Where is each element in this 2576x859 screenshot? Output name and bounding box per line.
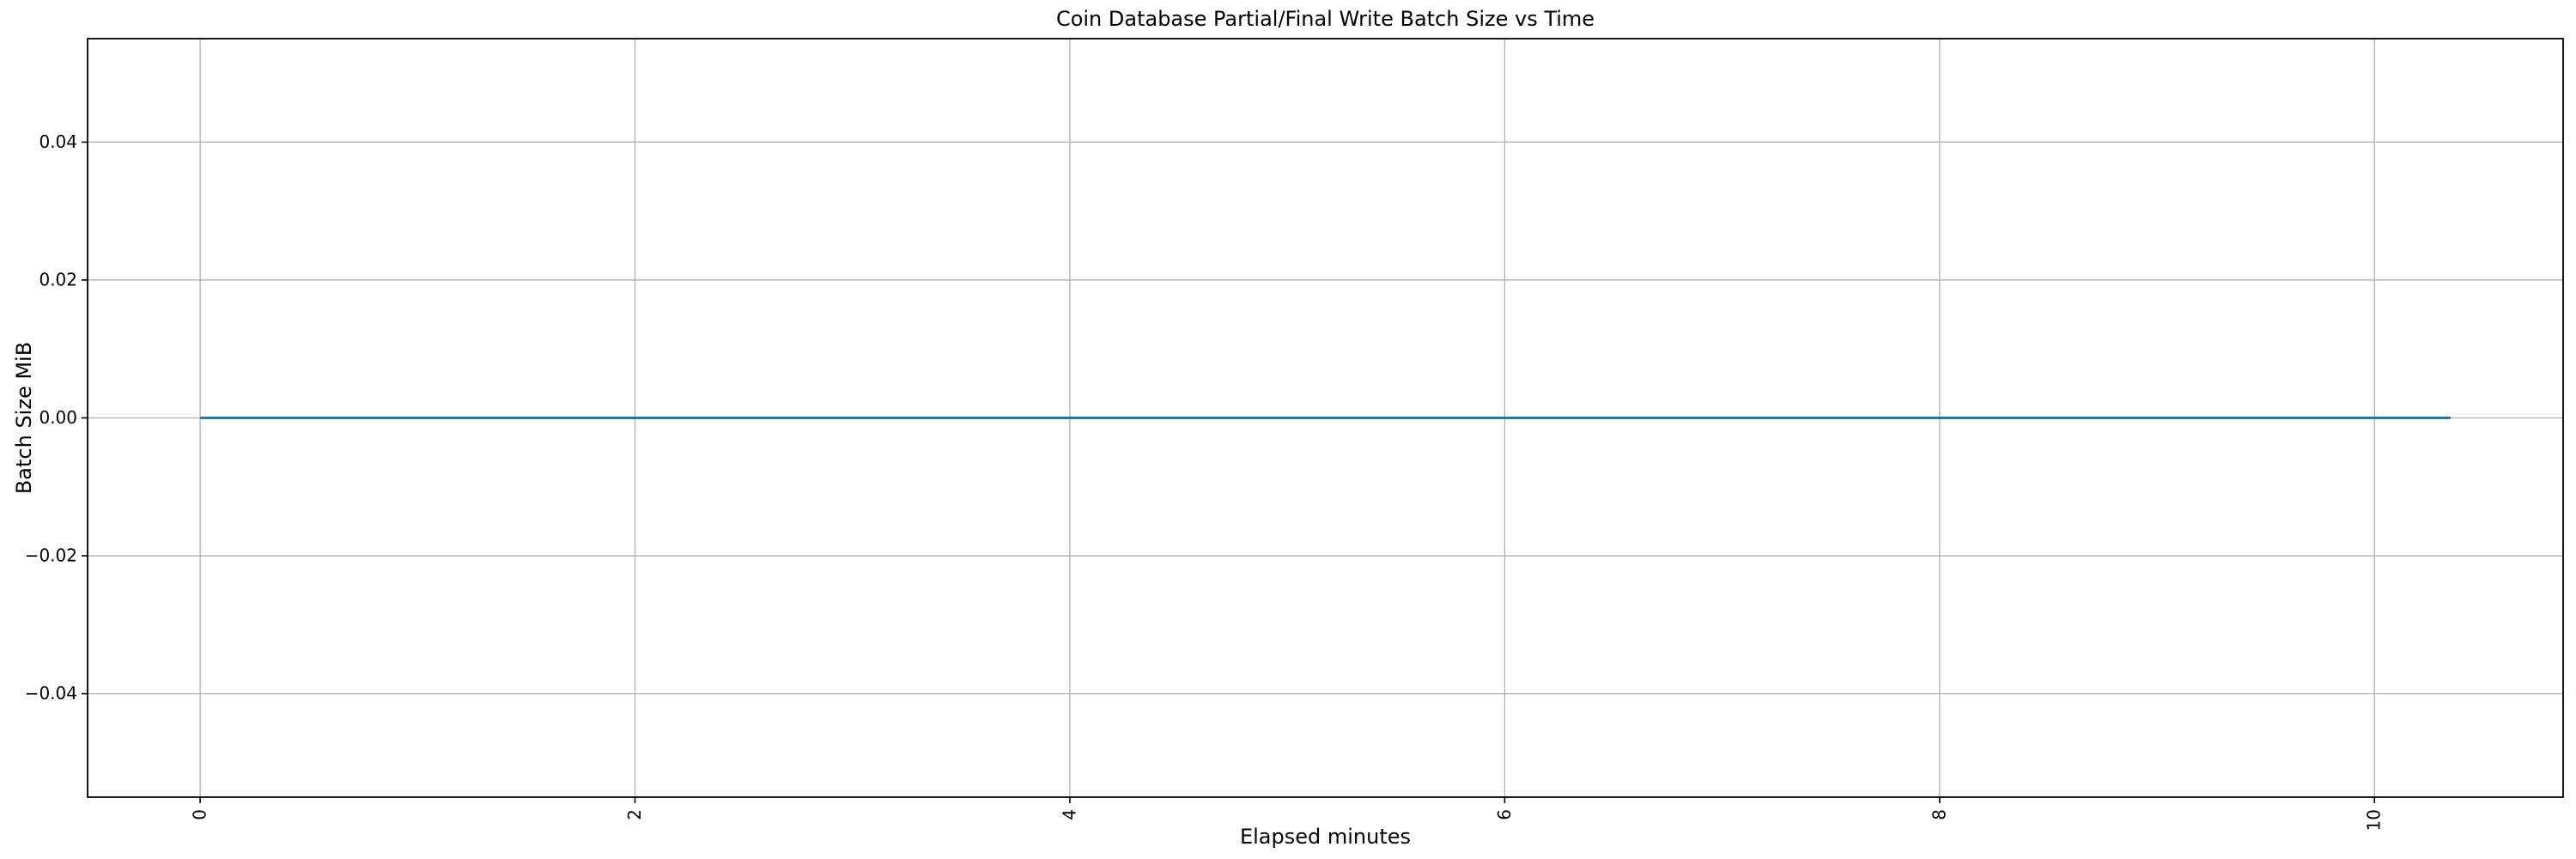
y-tick-label-0.02: 0.02 [39, 269, 77, 289]
x-tick-label-8: 8 [1929, 809, 1949, 820]
x-axis-label: Elapsed minutes [1240, 825, 1411, 849]
y-tick-marks [82, 141, 88, 695]
y-tick-label-0.00: 0.00 [39, 407, 77, 428]
y-tick-label-0.04: 0.04 [39, 131, 77, 152]
y-tick-label-−0.04: −0.04 [25, 683, 77, 704]
x-tick-label-2: 2 [624, 809, 645, 820]
x-tick-marks [199, 797, 2376, 803]
y-tick-labels: 0.04 0.02 0.00 −0.02 −0.04 [25, 131, 77, 704]
chart-title: Coin Database Partial/Final Write Batch … [1056, 7, 1595, 31]
y-tick-label-−0.02: −0.02 [25, 545, 77, 565]
x-tick-label-10: 10 [2364, 809, 2385, 831]
x-tick-labels: 0 2 4 6 8 10 [189, 809, 2384, 831]
x-tick-label-4: 4 [1059, 809, 1079, 820]
x-tick-label-6: 6 [1494, 809, 1515, 820]
x-tick-label-0: 0 [189, 809, 210, 820]
y-axis-label: Batch Size MiB [12, 342, 36, 494]
